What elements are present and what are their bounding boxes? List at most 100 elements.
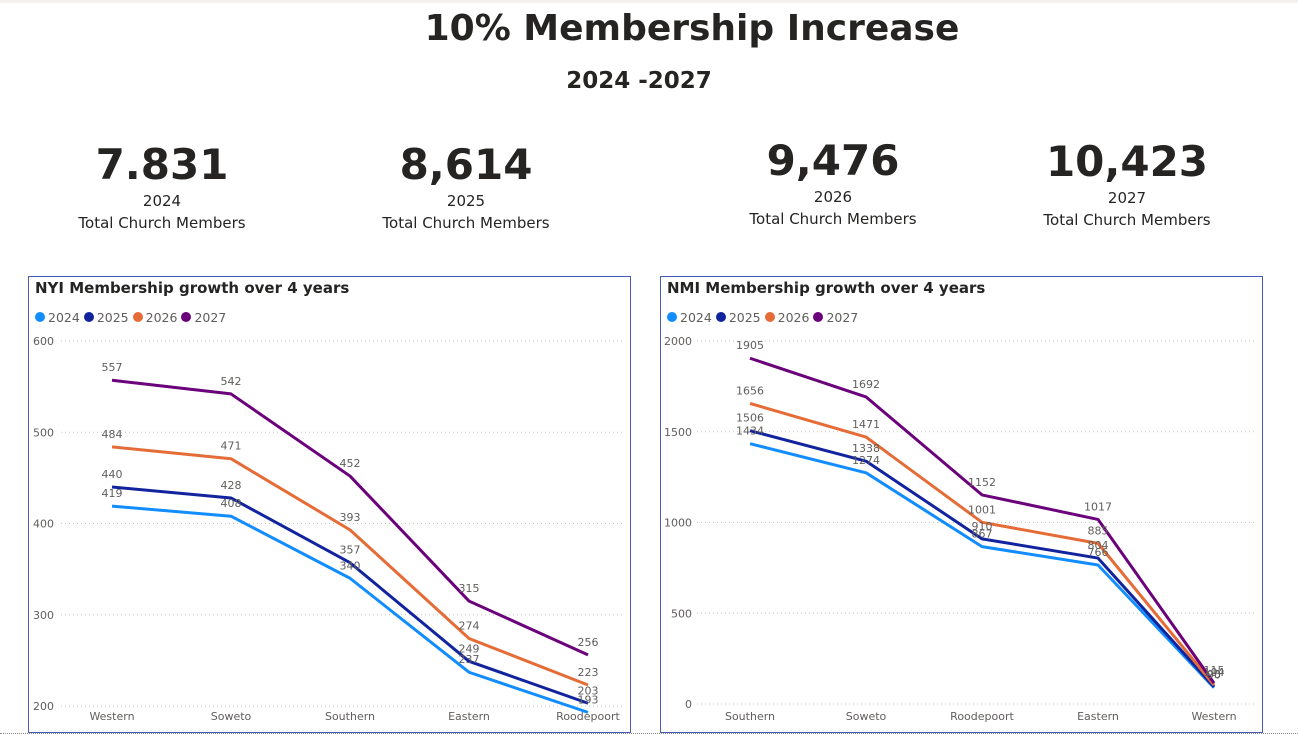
data-label-2025: 95 — [1207, 668, 1221, 681]
kpi-label: Total Church Members — [749, 210, 917, 228]
kpi-value: 7.831 — [95, 140, 229, 189]
legend-item-2027[interactable]: 2027 — [813, 310, 858, 325]
data-label-2026: 393 — [340, 511, 361, 524]
data-label-2025: 1506 — [736, 412, 764, 425]
kpi-value: 10,423 — [1045, 137, 1209, 186]
kpi-label: Total Church Members — [78, 214, 246, 232]
data-label-2024: 1434 — [736, 425, 764, 438]
series-line-2027[interactable] — [749, 356, 1216, 684]
kpi-label: Total Church Members — [382, 214, 550, 232]
data-label-2024: 90 — [1207, 669, 1221, 682]
series-line-2024[interactable] — [111, 504, 589, 714]
kpi-card-2027: 10,423 2027 Total Church Members — [997, 137, 1257, 231]
x-tick-label: Southern — [725, 710, 775, 723]
legend-label: 2027 — [826, 309, 859, 325]
legend-marker — [35, 312, 45, 322]
data-label-2027: 1905 — [736, 339, 764, 352]
x-tick-label: Roodepoort — [556, 710, 620, 723]
data-label-2027: 452 — [340, 457, 361, 470]
kpi-label: Total Church Members — [1043, 211, 1211, 229]
page-subtitle: 2024 -2027 — [566, 68, 712, 94]
data-label-2027: 557 — [102, 361, 123, 374]
data-label-2025: 357 — [340, 544, 361, 557]
x-tick-label: Eastern — [1077, 710, 1119, 723]
series-line-2026[interactable] — [111, 445, 589, 687]
legend-label: 2027 — [194, 309, 227, 325]
data-label-2025: 440 — [102, 468, 123, 481]
legend-label: 2024 — [680, 309, 712, 325]
y-tick-label: 1500 — [664, 426, 692, 439]
chart-title: NYI Membership growth over 4 years — [35, 279, 350, 297]
bottom-divider — [0, 733, 1298, 734]
data-label-2027: 256 — [578, 636, 599, 649]
top-border — [0, 0, 1298, 3]
data-label-2024: 408 — [221, 497, 242, 510]
data-label-2026: 274 — [459, 619, 480, 632]
data-label-2026: 885 — [1088, 524, 1109, 537]
chart-legend: 2024 2025 2026 2027 — [35, 308, 230, 326]
x-tick-label: Eastern — [448, 710, 490, 723]
data-label-2027: 1152 — [968, 476, 996, 489]
data-label-2025: 203 — [578, 684, 599, 697]
y-tick-label: 500 — [33, 426, 54, 439]
series-line-2025[interactable] — [749, 429, 1216, 688]
legend-item-2024[interactable]: 2024 — [667, 310, 712, 325]
kpi-year: 2024 — [142, 192, 182, 210]
kpi-year: 2025 — [446, 192, 486, 210]
legend-label: 2024 — [48, 309, 80, 325]
y-tick-label: 500 — [671, 607, 692, 620]
chart-title: NMI Membership growth over 4 years — [667, 279, 986, 297]
data-label-2025: 249 — [459, 642, 480, 655]
data-label-2026: 1656 — [736, 384, 764, 397]
legend-item-2024[interactable]: 2024 — [35, 310, 80, 325]
data-label-2024: 1274 — [852, 454, 880, 467]
series-line-2026[interactable] — [749, 401, 1216, 687]
data-label-2026: 484 — [102, 428, 123, 441]
data-label-2027: 115 — [1204, 664, 1225, 677]
legend-item-2027[interactable]: 2027 — [181, 310, 226, 325]
legend-item-2026[interactable]: 2026 — [132, 309, 178, 325]
data-label-2024: 193 — [578, 693, 599, 706]
data-label-2026: 471 — [221, 440, 242, 453]
data-label-2024: 867 — [972, 528, 993, 541]
x-tick-label: Soweto — [211, 710, 252, 723]
nmi-chart[interactable]: NMI Membership growth over 4 years 2024 2… — [660, 276, 1263, 733]
data-label-2025: 428 — [221, 479, 242, 492]
nyi-chart[interactable]: NYI Membership growth over 4 years 2024 2… — [28, 276, 631, 733]
data-label-2027: 1017 — [1084, 500, 1112, 513]
data-label-2025: 1338 — [852, 442, 880, 455]
line-chart-plot: 0 500 1000 1500 2000 Southern Soweto Roodepoort… — [664, 335, 1256, 723]
legend-marker — [764, 312, 775, 322]
series-line-2025[interactable] — [111, 485, 589, 705]
legend-item-2025[interactable]: 2025 — [715, 310, 761, 325]
data-label-2027: 315 — [459, 582, 480, 595]
kpi-card-2024: 7.831 2024 Total Church Members — [32, 140, 292, 234]
data-label-2027: 1692 — [852, 378, 880, 391]
data-label-2024: 340 — [340, 559, 361, 572]
legend-marker — [132, 312, 143, 322]
x-tick-label: Southern — [325, 710, 375, 723]
data-label-2026: 104 — [1204, 666, 1225, 679]
kpi-card-2025: 8,614 2025 Total Church Members — [336, 140, 596, 234]
legend-label: 2026 — [145, 309, 178, 325]
kpi-value: 9,476 — [766, 136, 900, 185]
y-tick-label: 200 — [33, 700, 54, 713]
legend-marker — [813, 312, 824, 322]
legend-label: 2025 — [96, 309, 129, 325]
legend-item-2026[interactable]: 2026 — [764, 310, 809, 325]
legend-item-2025[interactable]: 2025 — [83, 309, 129, 325]
series-line-2024[interactable] — [749, 442, 1216, 689]
legend-marker — [715, 312, 726, 322]
data-label-2024: 766 — [1088, 546, 1109, 559]
y-tick-label: 400 — [33, 518, 54, 531]
series-line-2027[interactable] — [111, 378, 589, 657]
y-tick-label: 2000 — [664, 335, 692, 348]
y-tick-label: 600 — [33, 335, 54, 348]
page-title: 10% Membership Increase — [424, 8, 960, 49]
kpi-year: 2027 — [1107, 189, 1147, 207]
chart-legend: 2024 2025 2026 2027 — [667, 308, 862, 326]
x-tick-label: Soweto — [846, 710, 887, 723]
x-tick-label: Western — [89, 710, 134, 723]
legend-marker — [667, 312, 677, 322]
kpi-value: 8,614 — [399, 140, 533, 189]
